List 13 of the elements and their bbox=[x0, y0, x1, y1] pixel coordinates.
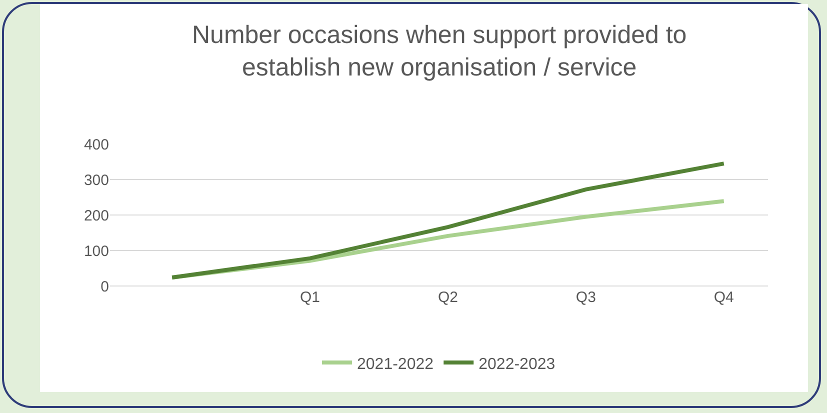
y-tick-label: 300 bbox=[84, 172, 109, 189]
y-tick-label: 200 bbox=[84, 207, 109, 224]
y-tick-label: 0 bbox=[100, 278, 109, 296]
y-tick-label: 400 bbox=[84, 136, 109, 154]
x-tick-label: Q4 bbox=[714, 289, 734, 306]
x-tick-label: Q1 bbox=[300, 289, 320, 306]
chart-title: Number occasions when support provided to establish new organisation / service bbox=[192, 20, 687, 82]
line-series bbox=[170, 162, 726, 280]
y-tick-label: 100 bbox=[84, 242, 109, 260]
legend-label: 2022-2023 bbox=[478, 356, 556, 373]
x-tick-label: Q2 bbox=[438, 289, 458, 306]
x-tick-label: Q3 bbox=[576, 289, 596, 306]
legend-label: 2021-2022 bbox=[357, 356, 434, 373]
